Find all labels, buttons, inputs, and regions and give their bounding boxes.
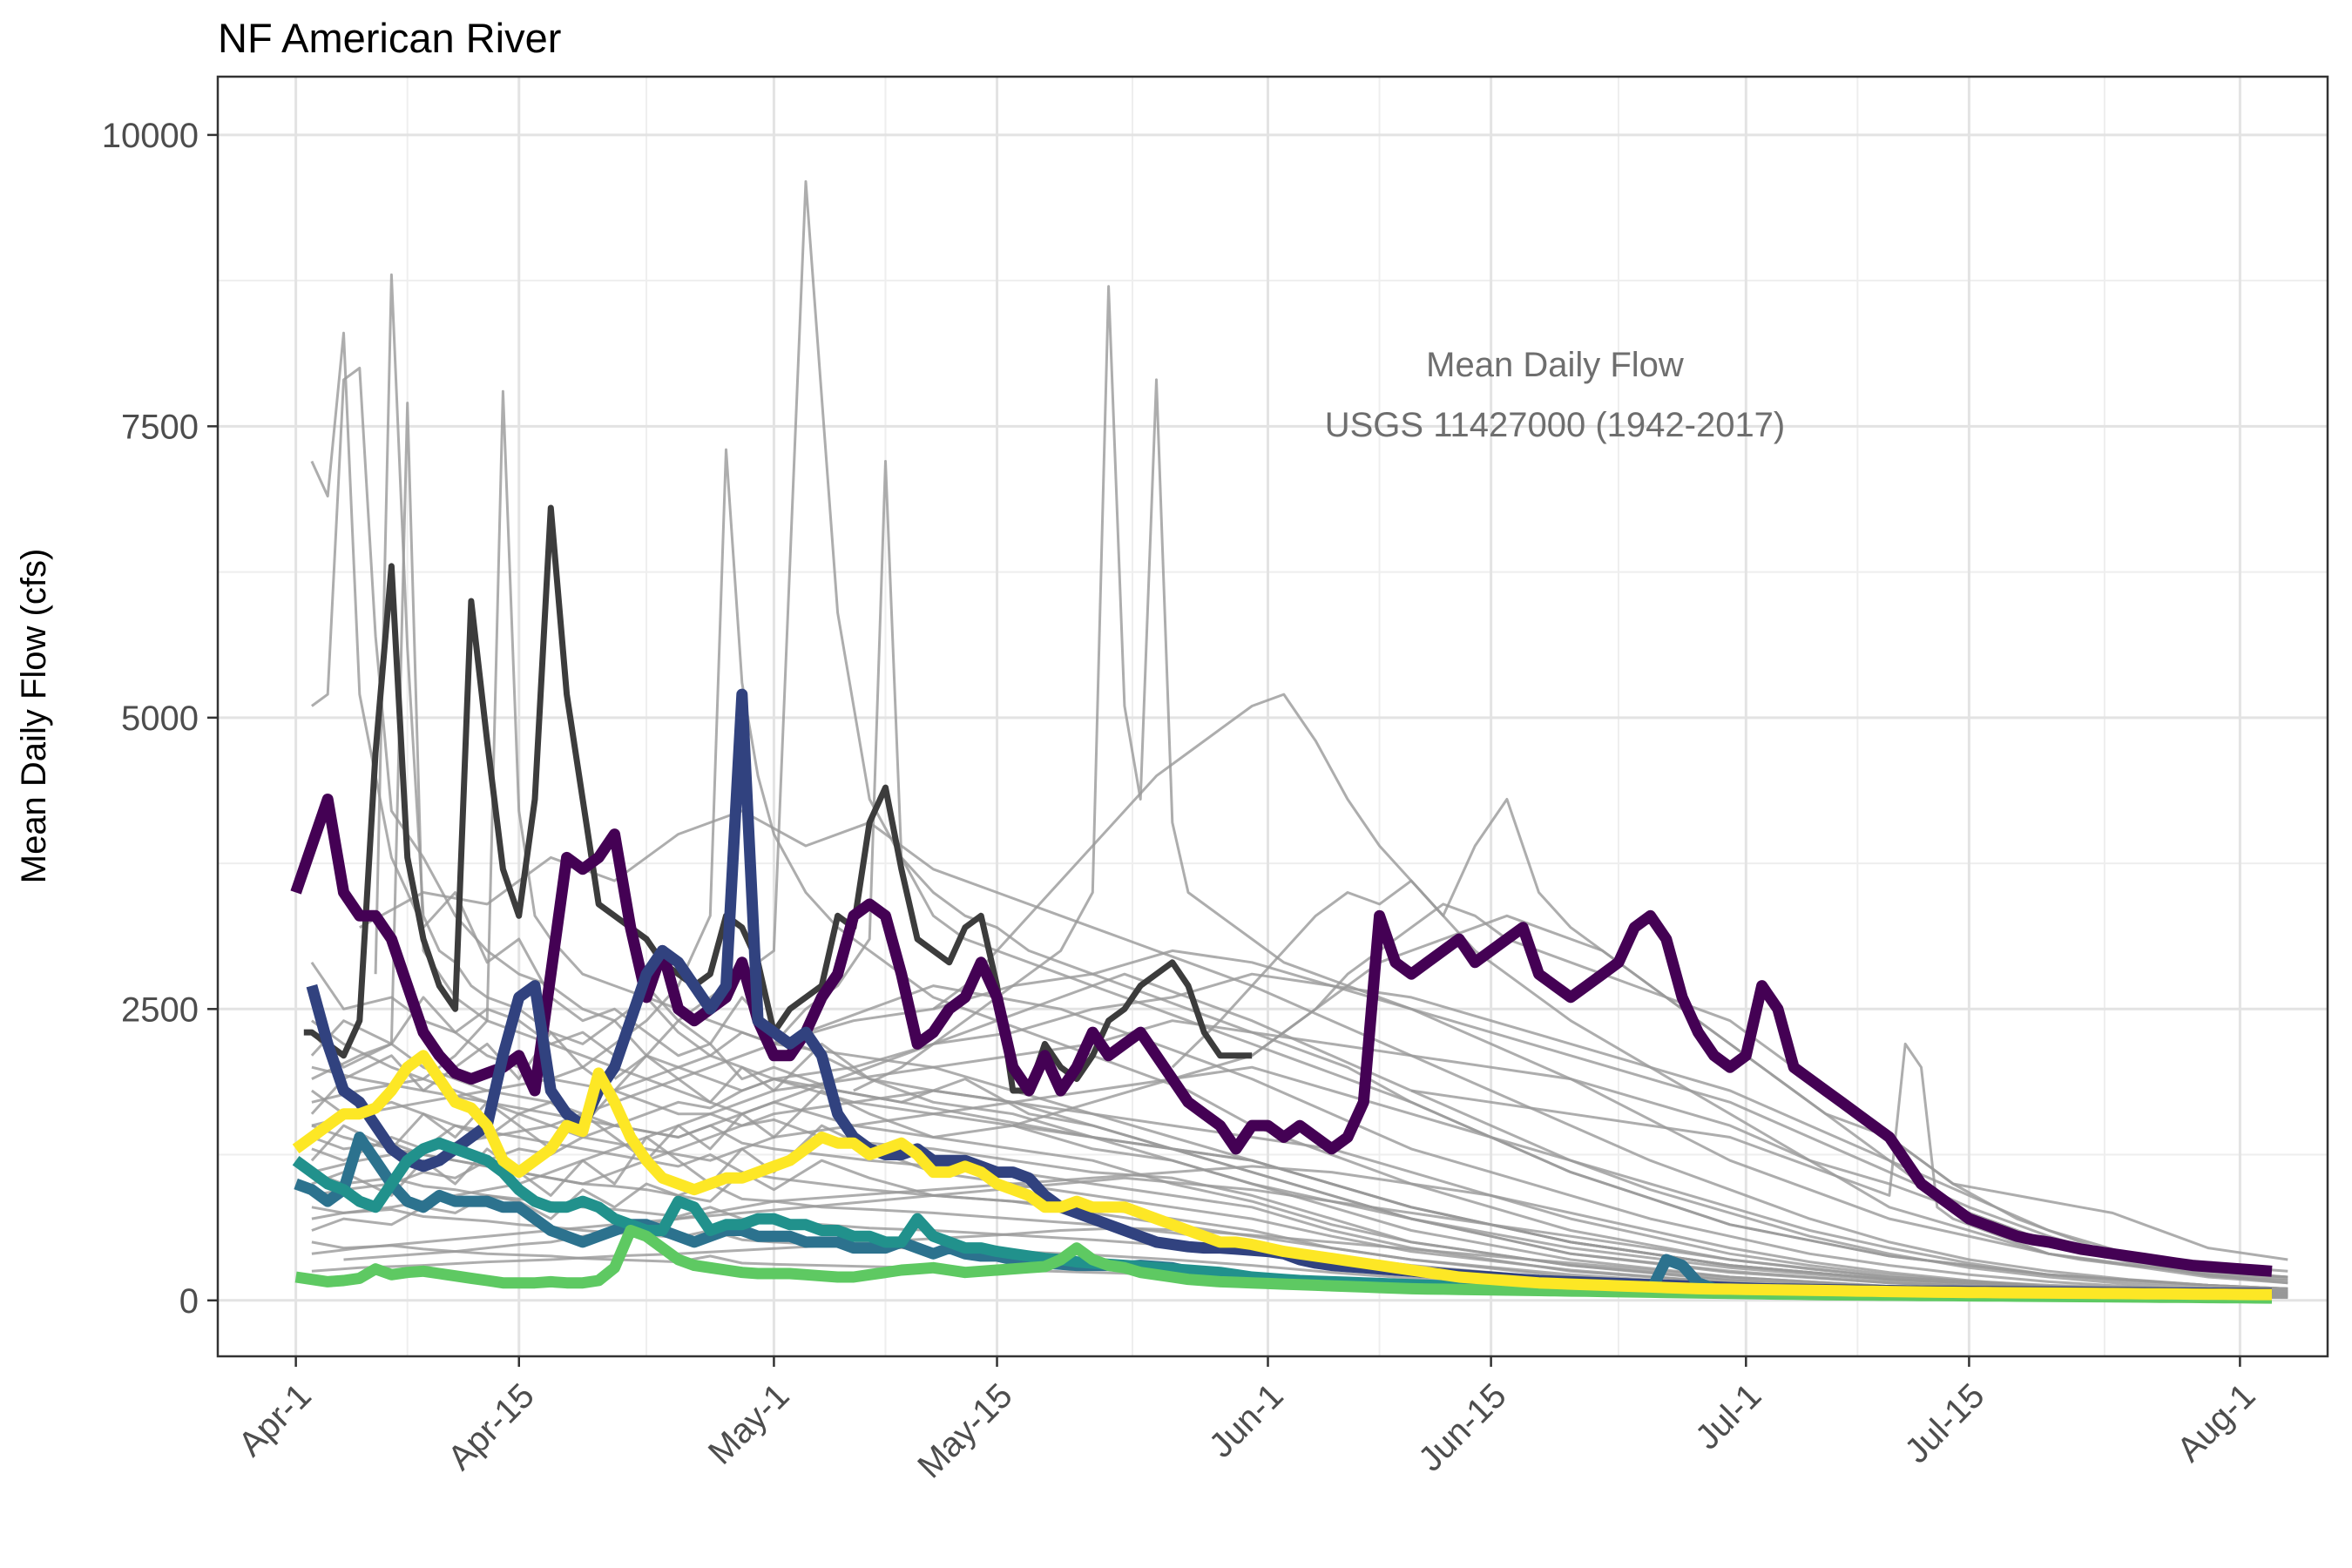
x-tick-label: Aug-1 bbox=[2170, 1376, 2263, 1470]
highlighted-year-lines bbox=[290, 504, 2273, 1304]
highlight-series-line bbox=[290, 794, 2273, 1277]
background-series-line bbox=[932, 693, 2288, 1285]
background-series-line bbox=[853, 285, 2288, 1285]
y-tick-label: 2500 bbox=[121, 990, 199, 1029]
annotation: Mean Daily Flow USGS 11427000 (1942-2017) bbox=[1325, 346, 1786, 444]
y-tick-label: 7500 bbox=[121, 408, 199, 446]
background-series-line bbox=[310, 1089, 2288, 1297]
x-tick-label: Jun-15 bbox=[1411, 1376, 1514, 1479]
background-series-line bbox=[311, 1176, 2288, 1296]
y-tick-label: 5000 bbox=[121, 700, 199, 738]
background-series-line bbox=[359, 809, 2288, 1290]
annotation-line: USGS 11427000 (1942-2017) bbox=[1325, 406, 1786, 444]
background-series-line bbox=[311, 1019, 2288, 1290]
y-tick-label: 0 bbox=[179, 1282, 199, 1321]
x-tick-label: Jun-1 bbox=[1202, 1376, 1291, 1465]
x-tick-label: May-15 bbox=[910, 1376, 1019, 1485]
background-series-line bbox=[311, 972, 2288, 1293]
background-series-line bbox=[311, 949, 2288, 1281]
y-axis-title: Mean Daily Flow (cfs) bbox=[15, 549, 53, 884]
x-tick-label: Apr-1 bbox=[232, 1376, 319, 1463]
x-axis: Apr-1 Apr-15 May-1 May-15 Jun-1 Jun-15 Jul-1 Ju… bbox=[232, 1356, 2263, 1485]
x-tick-label: Jul-1 bbox=[1688, 1376, 1768, 1456]
plot-border bbox=[216, 75, 2329, 1358]
background-series-line bbox=[773, 460, 2288, 1290]
annotation-line: Mean Daily Flow bbox=[1426, 346, 1684, 384]
background-series-line bbox=[1410, 1042, 2288, 1279]
y-tick-label: 10000 bbox=[102, 117, 199, 155]
x-tick-label: Jul-15 bbox=[1897, 1376, 1991, 1470]
background-series-line bbox=[311, 1019, 2288, 1282]
x-tick-label: May-1 bbox=[701, 1376, 797, 1472]
x-tick-label: Apr-15 bbox=[441, 1376, 542, 1477]
highlight-series-line bbox=[292, 1050, 2272, 1301]
y-axis: 0 2500 5000 7500 10000 bbox=[102, 117, 218, 1321]
chart-title: NF American River bbox=[218, 15, 561, 61]
background-series-line bbox=[310, 1031, 2288, 1296]
